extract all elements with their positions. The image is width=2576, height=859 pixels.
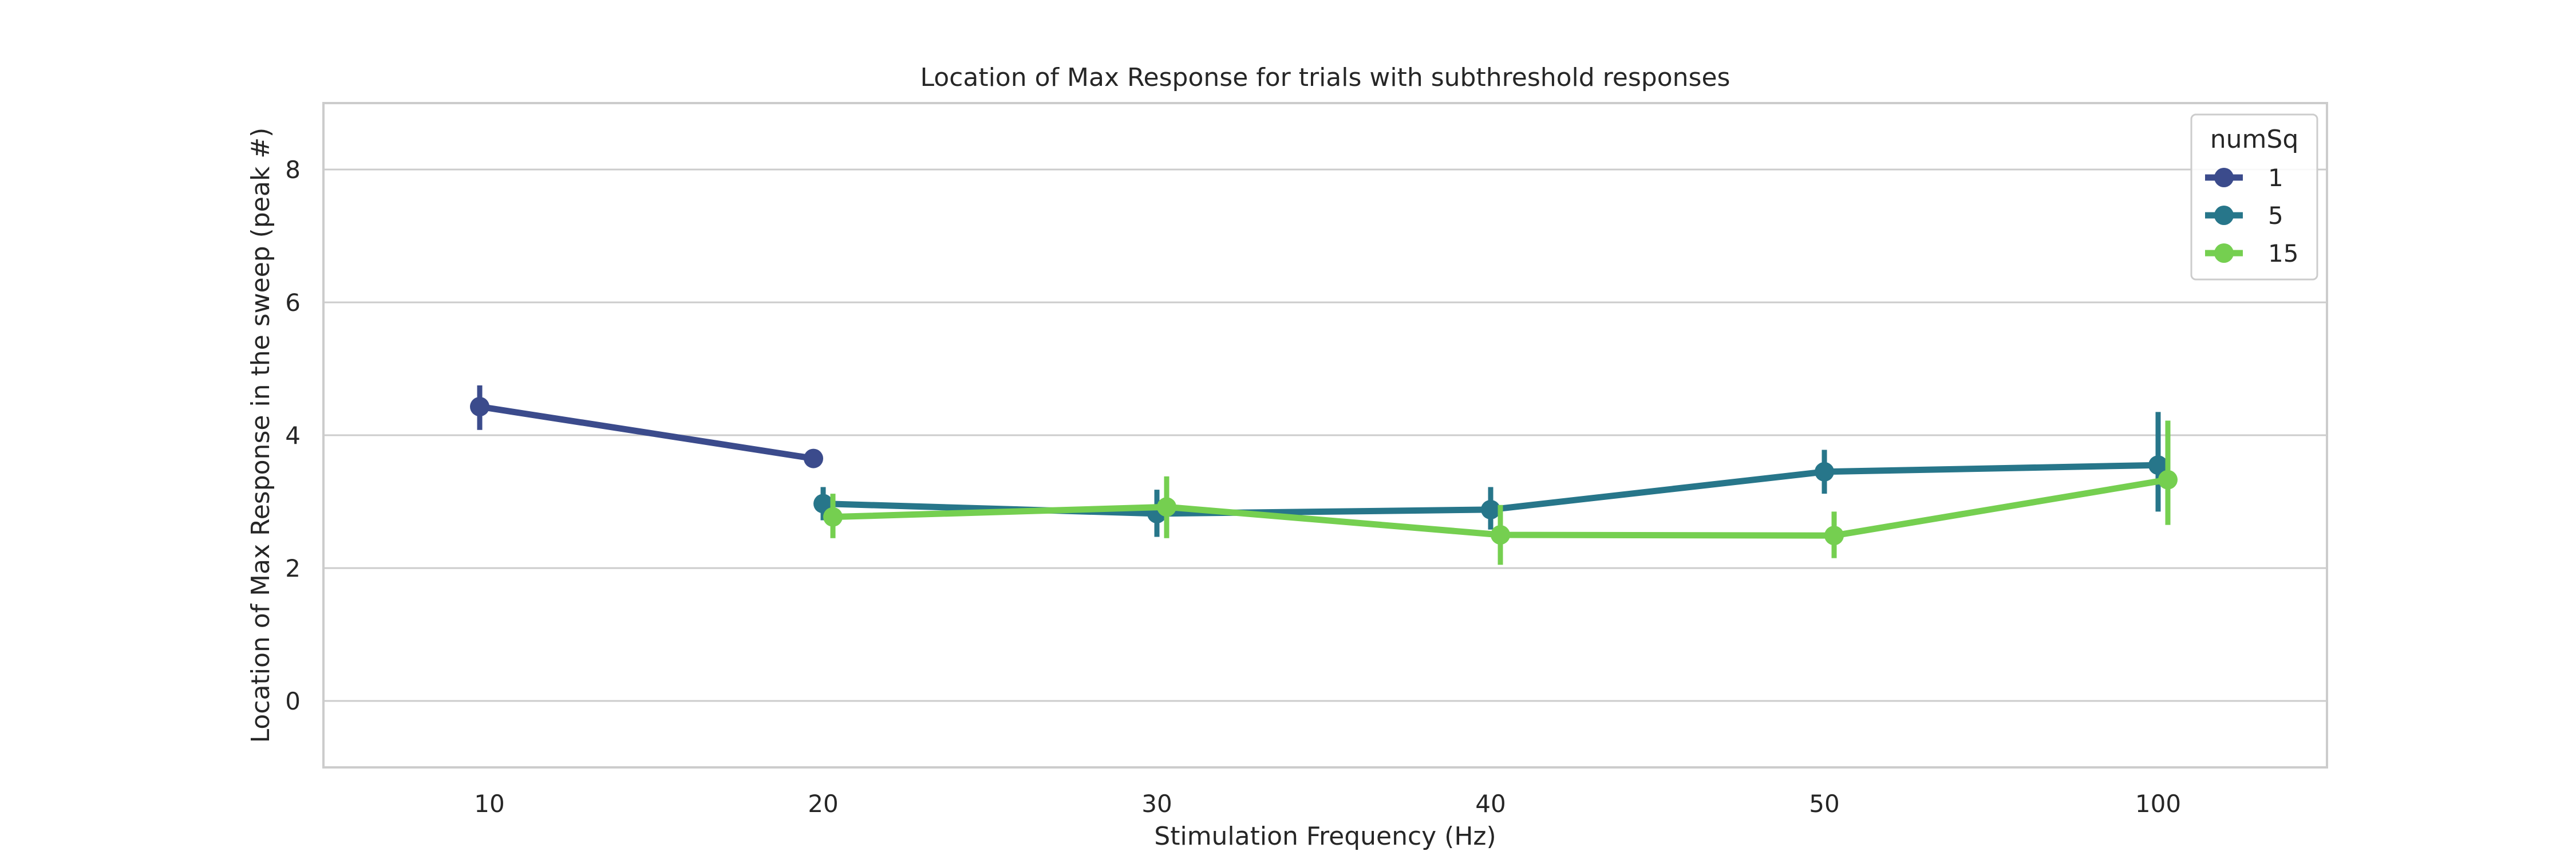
data-point [1815, 462, 1834, 482]
data-point [804, 448, 823, 468]
plot-frame [322, 102, 2328, 769]
x-tick-label: 20 [808, 790, 838, 818]
data-point [470, 397, 489, 417]
legend-label: 15 [2268, 239, 2298, 267]
series-line [479, 403, 814, 462]
legend-entry: 15 [2205, 239, 2298, 267]
y-tick-label: 6 [285, 289, 301, 317]
legend-label: 5 [2268, 202, 2283, 230]
y-tick-label: 4 [285, 421, 301, 450]
y-tick-label: 0 [285, 687, 301, 715]
x-tick-label: 40 [1475, 790, 1506, 818]
legend-marker [2214, 168, 2234, 187]
chart-title: Location of Max Response for trials with… [920, 63, 1730, 92]
data-point [1157, 497, 1176, 517]
legend-label: 1 [2268, 164, 2283, 192]
data-point [2158, 470, 2178, 490]
data-point [1824, 526, 1844, 546]
x-tick-label: 10 [474, 790, 504, 818]
legend-box [2190, 113, 2318, 281]
legend-marker [2214, 206, 2234, 225]
tick-layer: 0 2 4 6 8 10 20 30 40 50 100 [285, 156, 2181, 818]
series-layer [470, 385, 2178, 565]
x-tick-label: 100 [2135, 790, 2181, 818]
x-tick-label: 30 [1141, 790, 1172, 818]
series-15 [823, 420, 2178, 565]
x-tick-label: 50 [1809, 790, 1839, 818]
data-point [1491, 525, 1510, 545]
legend-entry: 1 [2205, 164, 2283, 192]
series-1 [470, 385, 823, 468]
legend-entry: 5 [2205, 202, 2283, 230]
legend-marker [2214, 243, 2234, 263]
data-point [823, 507, 843, 527]
y-tick-label: 2 [285, 554, 301, 582]
x-axis-label: Stimulation Frequency (Hz) [1154, 822, 1496, 851]
data-point [1481, 499, 1500, 519]
data-point [2148, 455, 2168, 475]
y-tick-label: 8 [285, 156, 301, 184]
y-axis-label: Location of Max Response in the sweep (p… [246, 128, 275, 743]
legend-title: numSq [2210, 125, 2299, 154]
